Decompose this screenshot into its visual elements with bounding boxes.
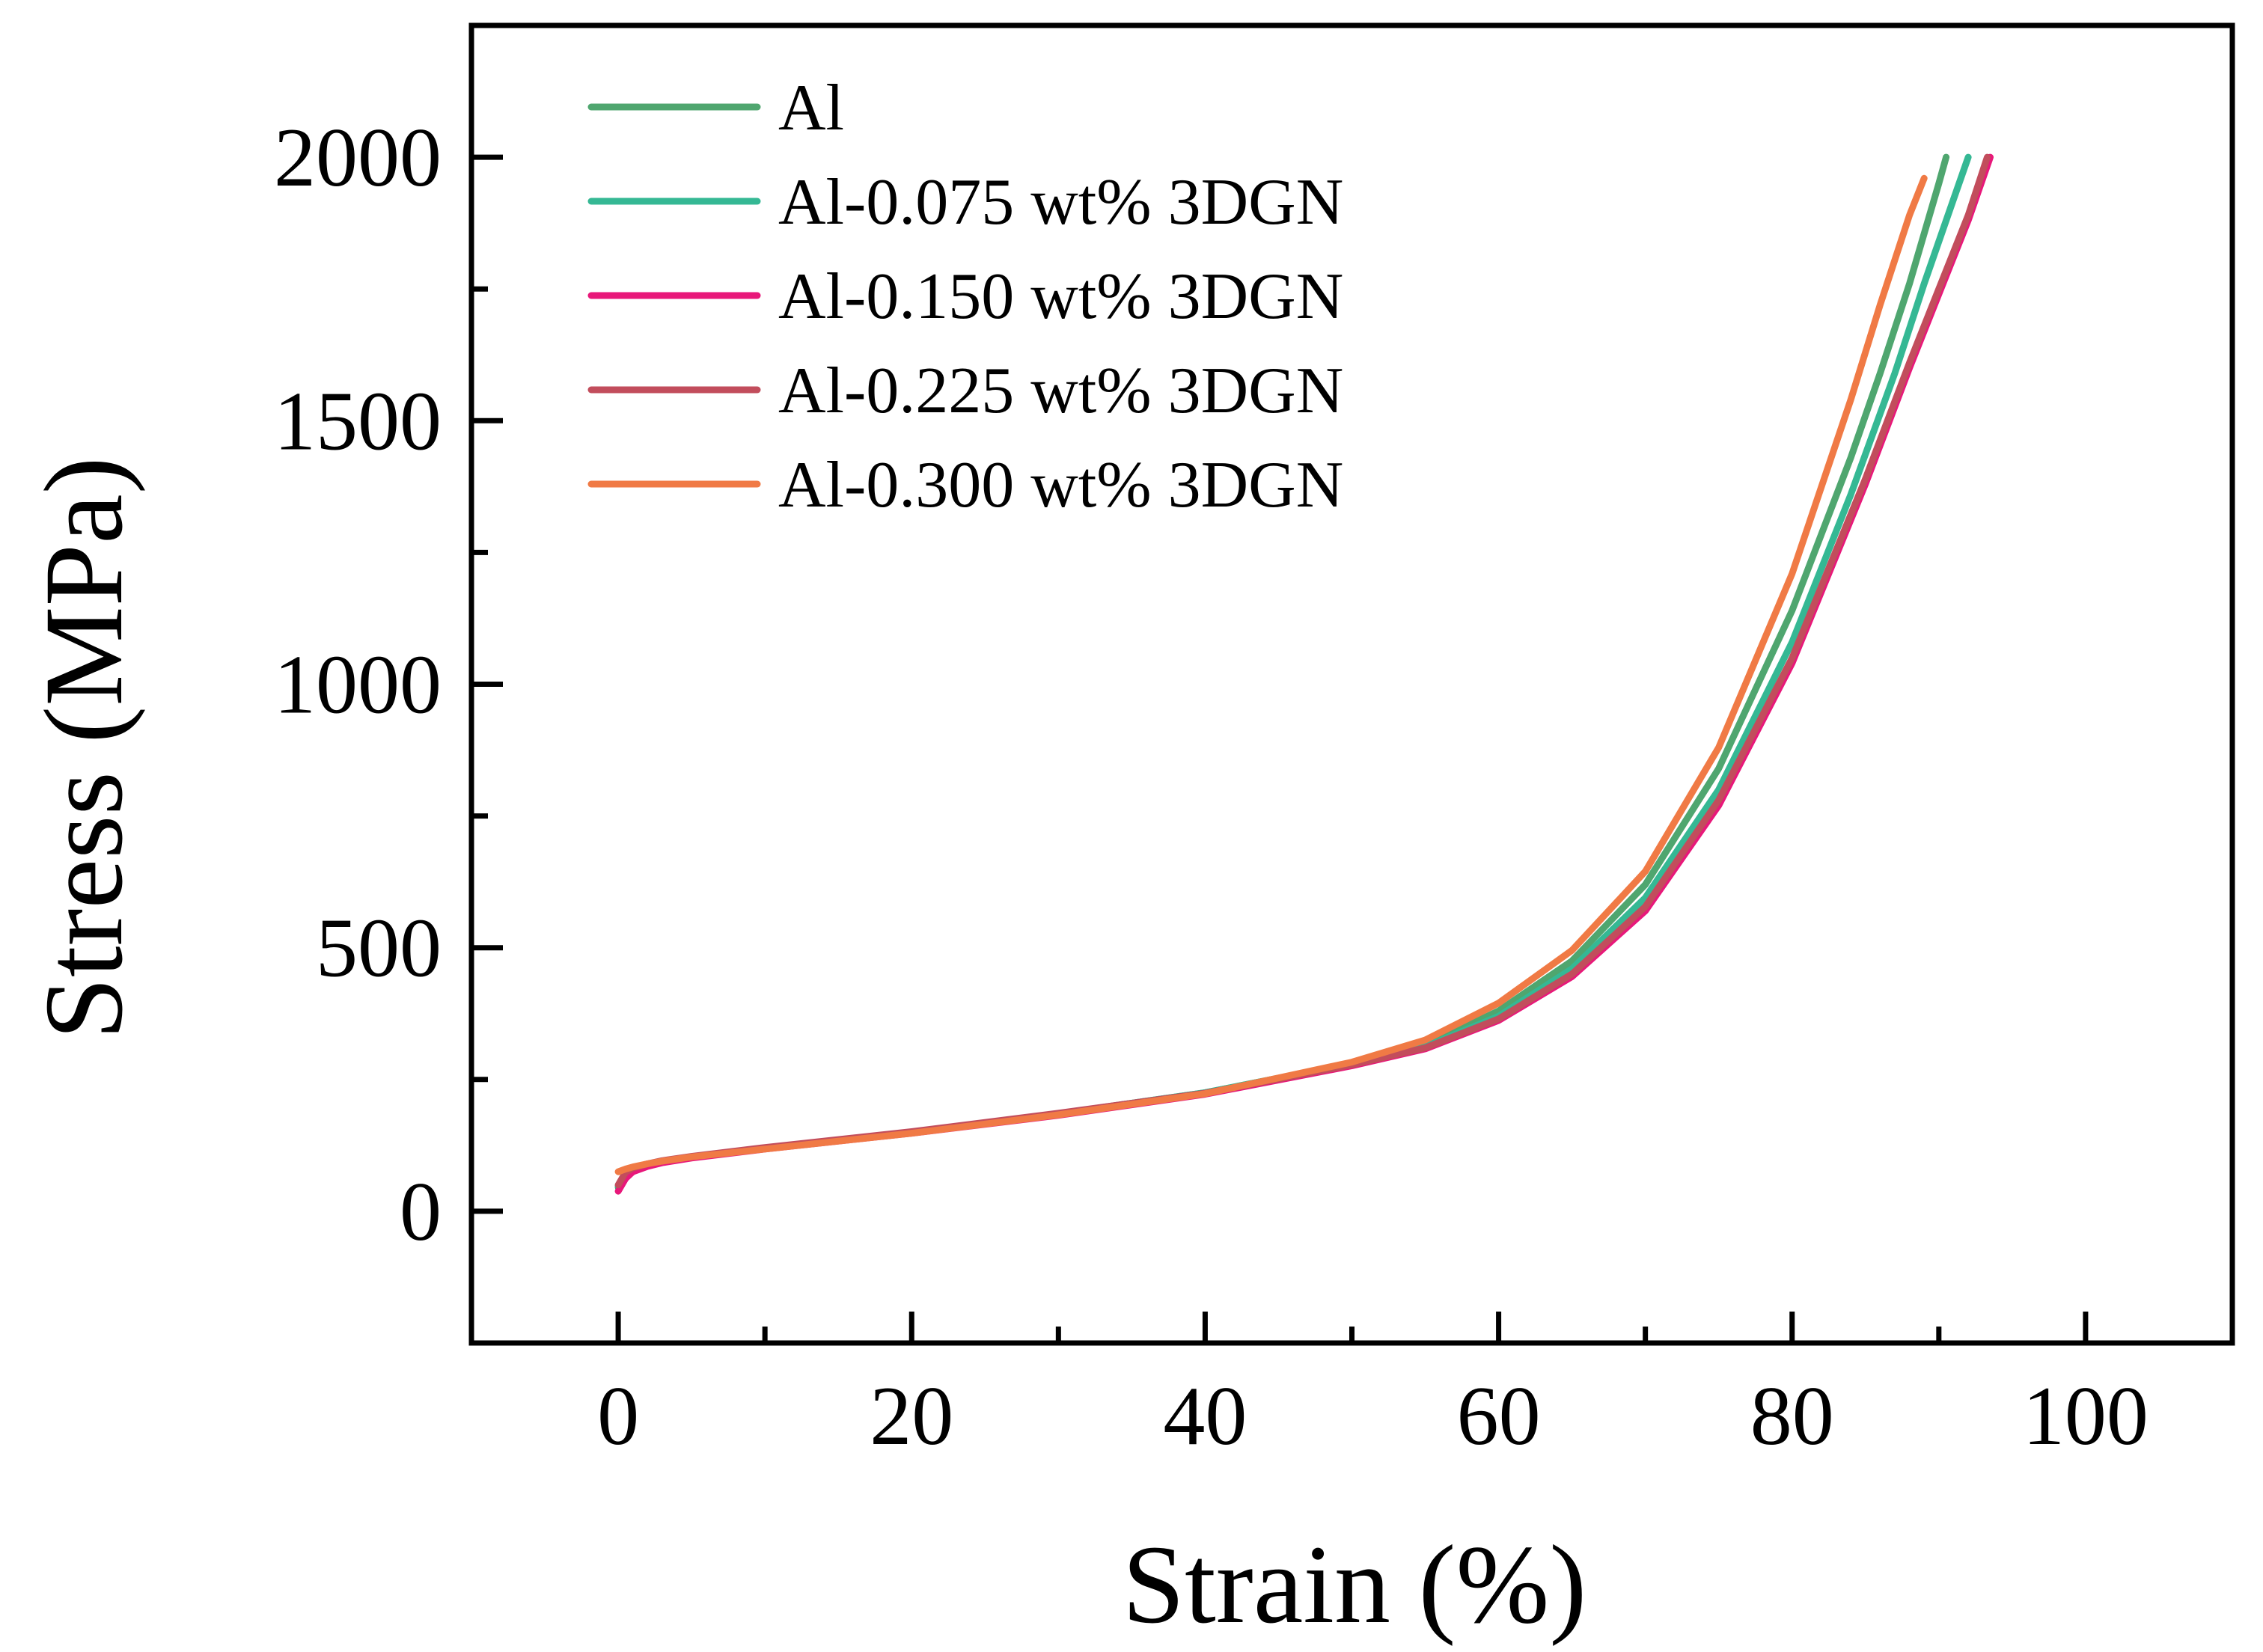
y-axis-title: Stress (MPa): [22, 456, 146, 1039]
x-tick-label: 100: [2023, 1370, 2149, 1463]
legend-label: Al-0.225 wt% 3DGN: [778, 355, 1343, 427]
x-tick-label: 80: [1750, 1370, 1834, 1463]
legend-label: Al: [778, 72, 844, 144]
x-tick-label: 0: [597, 1370, 639, 1463]
y-axis-ticks: 0 500 1000 1500 2000: [274, 111, 503, 1258]
y-tick-label: 0: [400, 1166, 442, 1258]
x-tick-label: 20: [870, 1370, 953, 1463]
x-axis-title: Strain (%): [1123, 1523, 1587, 1647]
legend-label: Al-0.150 wt% 3DGN: [778, 260, 1343, 333]
x-tick-label: 40: [1163, 1370, 1247, 1463]
legend-label: Al-0.300 wt% 3DGN: [778, 449, 1343, 521]
y-tick-label: 500: [316, 902, 442, 995]
legend-label: Al-0.075 wt% 3DGN: [778, 166, 1343, 239]
x-tick-label: 60: [1457, 1370, 1541, 1463]
y-tick-label: 1500: [274, 375, 442, 468]
series-line-4: [614, 174, 1928, 1175]
legend: Al Al-0.075 wt% 3DGN Al-0.150 wt% 3DGN Al-0…: [587, 72, 1343, 521]
x-axis-ticks: 0 20 40 60 80 100: [597, 1312, 2149, 1463]
y-tick-label: 2000: [274, 111, 442, 204]
y-tick-label: 1000: [274, 639, 442, 732]
series-layer: [614, 153, 1994, 1195]
